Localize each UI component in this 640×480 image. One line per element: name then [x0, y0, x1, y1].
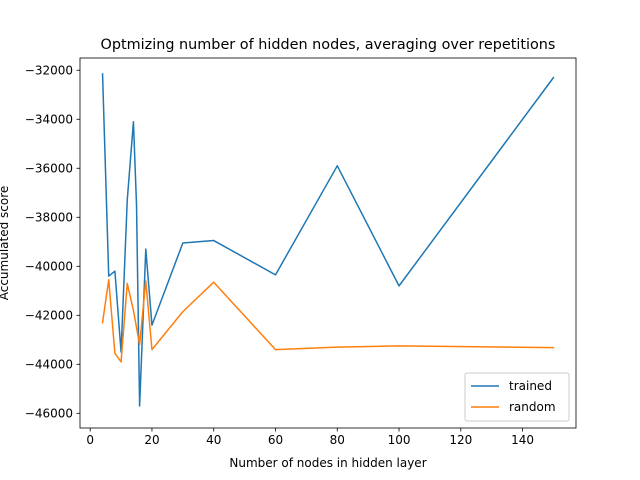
plot-lines: [101, 73, 555, 407]
y-tick-label: −42000: [25, 308, 73, 322]
y-axis-ticks: −46000 −44000 −42000 −40000 −38000 −36000 −340…: [25, 63, 80, 420]
x-tick-label: 100: [388, 433, 411, 447]
x-axis-label: Number of nodes in hidden layer: [229, 456, 426, 470]
x-axis-ticks: 0 20 40 60 80 100 120 140: [86, 428, 534, 447]
y-axis-label: Accumulated score: [0, 186, 11, 301]
x-tick-label: 140: [511, 433, 534, 447]
chart-title: Optmizing number of hidden nodes, averag…: [101, 37, 556, 53]
x-tick-label: 60: [268, 433, 283, 447]
series-line-trained: [101, 73, 555, 407]
legend-label-random: random: [509, 400, 556, 414]
x-tick-label: 40: [206, 433, 221, 447]
y-tick-label: −44000: [25, 357, 73, 371]
x-tick-label: 120: [449, 433, 472, 447]
y-tick-label: −36000: [25, 161, 73, 175]
series-line-random: [101, 279, 555, 363]
legend-label-trained: trained: [509, 379, 552, 393]
y-tick-label: −34000: [25, 112, 73, 126]
x-tick-label: 20: [144, 433, 159, 447]
y-tick-label: −46000: [25, 406, 73, 420]
legend: trained random: [464, 372, 570, 422]
legend-box: [464, 372, 570, 422]
x-tick-label: 80: [330, 433, 345, 447]
plot-frame: [79, 57, 577, 429]
x-tick-label: 0: [86, 433, 94, 447]
y-tick-label: −32000: [25, 63, 73, 77]
y-tick-label: −40000: [25, 259, 73, 273]
y-tick-label: −38000: [25, 210, 73, 224]
